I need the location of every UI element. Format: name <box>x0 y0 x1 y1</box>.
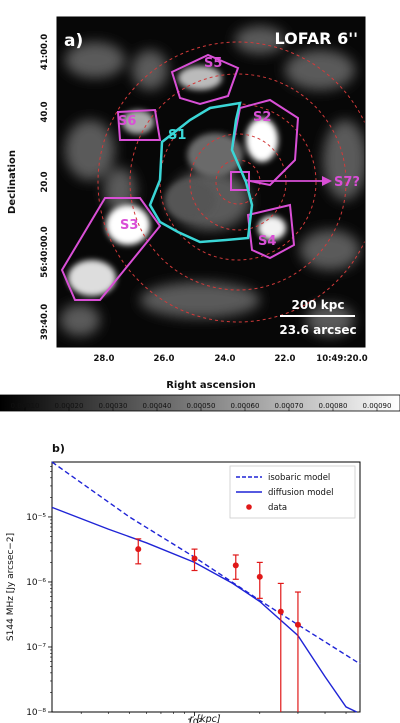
s7-arrow-head <box>322 176 332 186</box>
scalebar-kpc: 200 kpc <box>292 298 345 312</box>
ra-tick-3: 22.0 <box>275 354 296 364</box>
annulus-rings <box>97 41 365 323</box>
data-point <box>232 562 239 569</box>
legend-diffusion-label: diffusion model <box>268 488 334 498</box>
data-point <box>294 621 301 628</box>
colorbar-tick-label: 0.00040 <box>143 402 172 410</box>
y-tick-label: 10⁻⁸ <box>26 708 46 718</box>
scalebar-arcsec: 23.6 arcsec <box>279 323 356 337</box>
ring-4 <box>129 73 347 291</box>
colorbar-tick-label: 0.00060 <box>231 402 260 410</box>
y-tick-label: 10⁻⁶ <box>26 578 46 588</box>
y-tick-label: 10⁻⁵ <box>26 513 46 523</box>
legend-isobaric-label: isobaric model <box>268 473 330 483</box>
image-frame <box>56 16 366 348</box>
isobaric-model-line <box>51 461 361 665</box>
data-point <box>191 555 198 562</box>
label-s5: S5 <box>204 56 222 71</box>
colorbar: 0.00010 0.00020 0.00030 0.00040 0.00050 0.000… <box>0 394 400 412</box>
colorbar-tick-label: 0.00010 <box>11 402 40 410</box>
label-s6: S6 <box>118 114 136 129</box>
dec-tick-4: 39:40.0 <box>40 304 50 340</box>
ra-tick-4: 10:49:20.0 <box>316 354 368 364</box>
diffusion-model-line <box>51 506 358 713</box>
panel-b-label: b) <box>52 442 65 455</box>
panel-a-title: LOFAR 6'' <box>274 29 358 48</box>
data-point <box>277 608 284 615</box>
radio-image-panel: S5 S6 S2 S4 S3 S7? S1 a) LOFAR 6'' 200 k… <box>7 16 368 391</box>
x-tick-label: 10² <box>187 718 202 723</box>
profile-chart: 10⁻⁵ 10⁻⁶ 10⁻⁷ 10⁻⁸ 10² b) r [kpc] S144 MHz … <box>6 442 361 723</box>
dec-tick-0: 41:00.0 <box>40 34 50 70</box>
legend-data-swatch <box>246 504 252 510</box>
data-point <box>256 573 263 580</box>
label-s3: S3 <box>120 218 138 233</box>
colorbar-tick-label: 0.00090 <box>363 402 392 410</box>
ring-5 <box>97 41 365 323</box>
legend-data-label: data <box>268 503 287 513</box>
dec-tick-1: 40.0 <box>40 101 50 122</box>
label-s2: S2 <box>253 110 271 125</box>
colorbar-tick-label: 0.00050 <box>187 402 216 410</box>
data-point <box>135 546 142 553</box>
region-s5 <box>170 53 240 106</box>
dec-tick-2: 20.0 <box>40 171 50 192</box>
plot-frame <box>51 461 361 713</box>
panel-a-label: a) <box>64 31 83 51</box>
ra-tick-0: 28.0 <box>94 354 115 364</box>
colorbar-tick-label: 0.00030 <box>99 402 128 410</box>
region-s4 <box>246 203 296 260</box>
label-s1: S1 <box>168 128 186 143</box>
ra-axis-label: Right ascension <box>166 380 256 391</box>
ra-tick-2: 24.0 <box>215 354 236 364</box>
colorbar-tick-label: 0.00080 <box>319 402 348 410</box>
ra-tick-1: 26.0 <box>154 354 175 364</box>
region-s6 <box>116 108 162 141</box>
colorbar-tick-label: 0.00070 <box>275 402 304 410</box>
dec-tick-3: 56:40:00.0 <box>40 226 50 278</box>
label-s7: S7? <box>334 175 360 190</box>
region-s3 <box>60 197 162 301</box>
x-axis-label: r [kpc] <box>189 714 220 723</box>
region-s7 <box>230 171 250 191</box>
legend: isobaric model diffusion model data <box>229 465 356 519</box>
label-s4: S4 <box>258 234 276 249</box>
y-axis-label: S144 MHz [Jy arcsec−2] <box>6 533 16 641</box>
region-s1 <box>148 101 254 244</box>
colorbar-gradient <box>0 394 400 412</box>
dec-axis-label: Declination <box>7 150 18 214</box>
ring-2 <box>189 133 287 231</box>
diffuse-emission <box>60 26 365 336</box>
colorbar-tick-label: 0.00020 <box>55 402 84 410</box>
y-tick-label: 10⁻⁷ <box>26 643 46 653</box>
